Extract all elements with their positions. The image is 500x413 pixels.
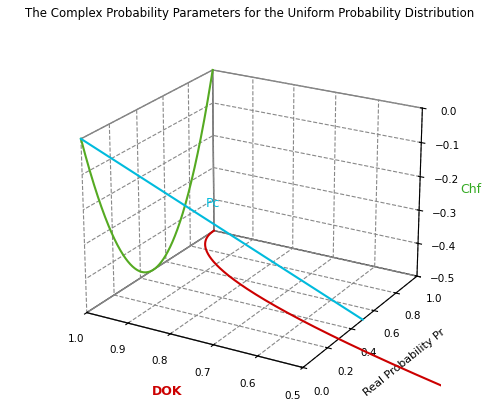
Y-axis label: Real Probability Pr: Real Probability Pr	[362, 326, 446, 397]
Title: The Complex Probability Parameters for the Uniform Probability Distribution: The Complex Probability Parameters for t…	[26, 7, 474, 20]
X-axis label: DOK: DOK	[152, 384, 182, 397]
